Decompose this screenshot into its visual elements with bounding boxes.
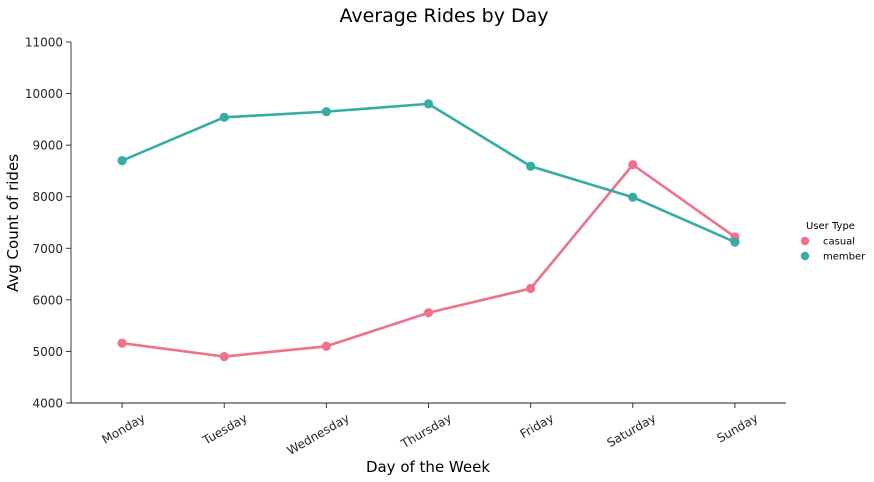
x-axis-title: Day of the Week xyxy=(366,458,490,476)
y-tick-label: 8000 xyxy=(32,190,63,204)
y-tick-label: 6000 xyxy=(32,293,63,307)
data-point-member xyxy=(526,161,536,171)
data-point-casual xyxy=(219,351,229,362)
y-tick-label: 5000 xyxy=(32,345,63,359)
data-point-member xyxy=(321,107,331,117)
data-point-casual xyxy=(526,283,536,294)
x-tick-label: Wednesday xyxy=(285,411,352,458)
data-point-casual xyxy=(117,338,127,348)
x-tick-label: Tuesday xyxy=(200,411,250,448)
data-point-member xyxy=(423,99,434,109)
series-line-casual xyxy=(120,163,737,358)
legend-marker-member xyxy=(800,251,810,261)
y-tick-label: 11000 xyxy=(25,36,63,50)
y-axis-title: Avg Count of rides xyxy=(4,154,22,292)
legend: User Type casual member xyxy=(800,221,866,263)
data-point-member xyxy=(117,156,127,166)
legend-title: User Type xyxy=(806,221,855,232)
data-point-casual xyxy=(321,341,331,351)
x-tick-label: Sunday xyxy=(715,411,761,446)
data-point-casual xyxy=(628,160,638,170)
data-point-member xyxy=(628,192,638,202)
data-point-casual xyxy=(423,308,434,318)
y-tick-label: 7000 xyxy=(32,242,63,256)
plot-area: 4000 5000 6000 7000 8000 9000 10000 11000 Monday… xyxy=(25,36,786,458)
legend-marker-casual xyxy=(800,236,810,246)
y-tick-label: 9000 xyxy=(32,139,63,153)
y-tick-label: 10000 xyxy=(25,87,63,101)
data-point-member xyxy=(219,112,229,122)
x-tick-label: Friday xyxy=(518,411,557,441)
chart-title: Average Rides by Day xyxy=(339,5,548,27)
x-tick-label: Saturday xyxy=(604,411,658,450)
x-tick-label: Monday xyxy=(100,411,148,447)
legend-label-casual: casual xyxy=(823,237,855,248)
legend-label-member: member xyxy=(823,252,866,263)
x-tick-label: Thursday xyxy=(398,411,454,452)
data-point-member xyxy=(730,237,740,247)
y-tick-label: 4000 xyxy=(32,397,63,411)
